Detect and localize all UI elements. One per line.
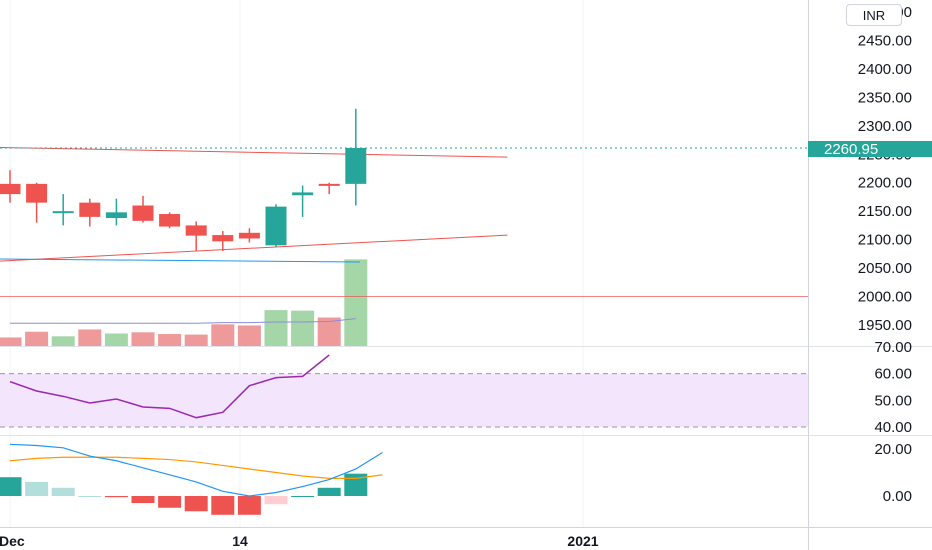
moving-average-line — [0, 258, 361, 263]
macd-histogram-bar — [317, 487, 341, 496]
price-tick-label: 2000.00 — [858, 289, 912, 306]
volume-bar — [264, 310, 288, 346]
price-tick-label: 2100.00 — [858, 232, 912, 249]
time-tick-label: 14 — [232, 533, 248, 549]
last-price-tag: 2260.95 — [808, 140, 932, 158]
volume-bar — [25, 331, 49, 346]
grid — [9, 0, 584, 527]
macd-histogram-bar — [0, 477, 22, 496]
macd-tick-label: 20.00 — [874, 441, 912, 458]
candle-body — [212, 235, 234, 242]
currency-button[interactable]: INR — [846, 4, 902, 26]
macd-pane — [0, 443, 383, 515]
rsi-tick-label: 40.00 — [874, 419, 912, 436]
rsi-tick-label: 60.00 — [874, 366, 912, 383]
candle-body — [26, 183, 48, 203]
macd-histogram-bar — [237, 496, 261, 515]
volume-bar — [131, 332, 155, 346]
rsi-band — [0, 373, 808, 427]
volume-bar — [78, 329, 102, 346]
candle-body — [292, 192, 314, 196]
candle-body — [345, 148, 367, 184]
volume-bar — [0, 337, 22, 346]
volume-bar — [158, 334, 182, 346]
candle-body — [52, 211, 74, 214]
currency-label: INR — [862, 7, 886, 23]
volume-bar — [104, 333, 128, 346]
macd-histogram-bar — [78, 496, 102, 497]
price-tick-label: 2350.00 — [858, 89, 912, 106]
volume-bar — [184, 334, 208, 346]
candle-body — [265, 206, 287, 246]
trend-line — [0, 234, 508, 262]
rsi-tick-label: 50.00 — [874, 392, 912, 409]
macd-histogram-bar — [104, 496, 128, 498]
price-tick-label: 2200.00 — [858, 175, 912, 192]
volume-bar — [211, 324, 235, 346]
price-tick-label: 2050.00 — [858, 260, 912, 277]
macd-histogram-bar — [291, 496, 315, 497]
candle-body — [159, 214, 181, 227]
volume-bar — [51, 336, 75, 346]
price-tick-label: 2400.00 — [858, 61, 912, 78]
candle-body — [105, 212, 127, 219]
rsi-pane — [0, 354, 808, 428]
candle-body — [238, 232, 260, 239]
trend-line — [0, 147, 508, 158]
volume-pane — [0, 259, 368, 346]
price-tick-label: 2150.00 — [858, 203, 912, 220]
last-price-label: 2260.95 — [824, 140, 879, 158]
volume-bar — [344, 259, 368, 346]
candle-body — [0, 183, 21, 195]
rsi-tick-label: 70.00 — [874, 339, 912, 356]
macd-histogram-bar — [184, 496, 208, 512]
candle-body — [132, 205, 154, 221]
price-tick-label: 1950.00 — [858, 317, 912, 334]
time-tick-label: 2021 — [567, 533, 598, 549]
price-tick-label: 2450.00 — [858, 32, 912, 49]
candle-body — [79, 202, 101, 217]
macd-line — [9, 443, 383, 497]
macd-tick-label: 0.00 — [883, 488, 912, 505]
macd-histogram-bar — [158, 496, 182, 508]
price-pane — [0, 108, 808, 298]
macd-histogram-bar — [51, 487, 75, 496]
macd-histogram-bar — [131, 496, 155, 504]
candle-body — [185, 225, 207, 236]
volume-bar — [291, 310, 315, 346]
time-tick-label: Dec — [0, 533, 25, 549]
time-axis[interactable]: Dec 14 2021 — [0, 533, 599, 549]
candle-body — [318, 183, 340, 186]
macd-histogram-bar — [344, 473, 368, 496]
volume-ma-line — [10, 318, 356, 324]
macd-histogram-bar — [264, 496, 288, 505]
rsi-line — [9, 354, 330, 419]
macd-signal-line — [9, 456, 383, 479]
price-tick-label: 2300.00 — [858, 118, 912, 135]
volume-bar — [317, 317, 341, 346]
macd-histogram-bar — [25, 481, 49, 496]
macd-histogram-bar — [211, 496, 235, 515]
volume-bar — [237, 325, 261, 346]
